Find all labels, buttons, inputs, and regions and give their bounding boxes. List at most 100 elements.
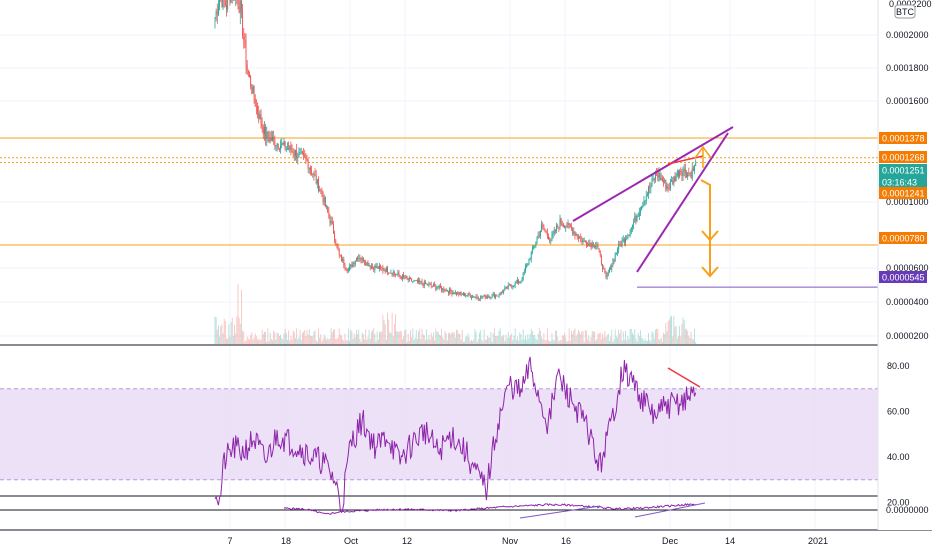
candle[interactable] <box>405 275 406 279</box>
candle[interactable] <box>270 132 271 144</box>
candle[interactable] <box>461 291 462 296</box>
candle[interactable] <box>361 257 362 263</box>
candle[interactable] <box>499 293 500 298</box>
candle[interactable] <box>335 239 336 246</box>
candle[interactable] <box>253 84 254 93</box>
candle[interactable] <box>546 230 547 233</box>
candle[interactable] <box>397 270 398 277</box>
candle[interactable] <box>614 259 615 265</box>
candle[interactable] <box>538 231 539 238</box>
candle[interactable] <box>301 148 302 154</box>
candle[interactable] <box>408 278 409 283</box>
candle[interactable] <box>273 131 274 145</box>
candle[interactable] <box>519 281 520 283</box>
candle[interactable] <box>227 0 228 13</box>
candle[interactable] <box>218 0 219 16</box>
candle[interactable] <box>602 264 603 272</box>
price-tag[interactable]: 0.0000780 <box>879 232 927 244</box>
candle[interactable] <box>480 295 481 301</box>
candle[interactable] <box>517 277 518 284</box>
candle[interactable] <box>576 232 577 236</box>
candle[interactable] <box>343 257 344 269</box>
candle[interactable] <box>520 281 521 284</box>
candle[interactable] <box>288 142 289 151</box>
candle[interactable] <box>561 218 562 227</box>
candle[interactable] <box>407 276 408 280</box>
candle[interactable] <box>601 254 602 265</box>
candle[interactable] <box>404 275 405 279</box>
candle[interactable] <box>596 242 597 250</box>
candle[interactable] <box>472 295 473 298</box>
candle[interactable] <box>473 296 474 298</box>
candle[interactable] <box>450 287 451 294</box>
candle[interactable] <box>257 102 258 118</box>
candle[interactable] <box>685 164 686 179</box>
candle[interactable] <box>269 130 270 143</box>
candle[interactable] <box>256 99 257 114</box>
candle[interactable] <box>686 170 687 178</box>
candle[interactable] <box>354 261 355 267</box>
candle[interactable] <box>328 207 329 219</box>
candle[interactable] <box>646 191 647 205</box>
candle[interactable] <box>573 227 574 236</box>
candle[interactable] <box>258 106 259 124</box>
candle[interactable] <box>320 188 321 194</box>
candle[interactable] <box>226 0 227 17</box>
candle[interactable] <box>466 295 467 296</box>
candle[interactable] <box>599 248 600 253</box>
candle[interactable] <box>534 245 535 248</box>
candle[interactable] <box>401 276 402 280</box>
candle[interactable] <box>554 227 555 236</box>
candle[interactable] <box>244 33 245 48</box>
candle[interactable] <box>483 296 484 299</box>
candle[interactable] <box>305 153 306 164</box>
candle[interactable] <box>511 284 512 289</box>
candle[interactable] <box>432 286 433 288</box>
price-tag[interactable]: 0.0001241 <box>879 187 927 199</box>
candle[interactable] <box>334 231 335 244</box>
candle[interactable] <box>661 173 662 181</box>
candle[interactable] <box>644 196 645 206</box>
candle[interactable] <box>633 218 634 229</box>
candle[interactable] <box>387 266 388 276</box>
candle[interactable] <box>309 167 310 173</box>
candle[interactable] <box>532 245 533 254</box>
candle[interactable] <box>507 286 508 289</box>
candle[interactable] <box>506 287 507 289</box>
candle[interactable] <box>455 290 456 294</box>
candle[interactable] <box>604 268 605 274</box>
candle[interactable] <box>434 282 435 287</box>
candle[interactable] <box>664 178 665 183</box>
candle[interactable] <box>376 263 377 268</box>
candle[interactable] <box>303 148 304 160</box>
candle[interactable] <box>591 242 592 250</box>
candle[interactable] <box>608 270 609 277</box>
candle[interactable] <box>451 290 452 297</box>
candle[interactable] <box>540 230 541 239</box>
candle[interactable] <box>386 266 387 272</box>
candle[interactable] <box>322 188 323 197</box>
candle[interactable] <box>259 110 260 119</box>
candle[interactable] <box>371 263 372 269</box>
price-tag[interactable]: 0.0001268 <box>879 151 927 163</box>
candle[interactable] <box>447 290 448 292</box>
candle[interactable] <box>294 149 295 161</box>
candle[interactable] <box>572 227 573 236</box>
candle[interactable] <box>650 182 651 193</box>
candle[interactable] <box>296 144 297 163</box>
candle[interactable] <box>263 124 264 139</box>
candle[interactable] <box>369 263 370 267</box>
candle[interactable] <box>645 200 646 206</box>
candle[interactable] <box>345 263 346 271</box>
candle[interactable] <box>394 271 395 277</box>
candle[interactable] <box>518 279 519 285</box>
candle[interactable] <box>626 235 627 240</box>
candle[interactable] <box>548 233 549 239</box>
candle[interactable] <box>348 267 349 272</box>
candle[interactable] <box>539 231 540 238</box>
candle[interactable] <box>282 142 283 145</box>
candle[interactable] <box>417 278 418 283</box>
candle[interactable] <box>374 264 375 273</box>
candle[interactable] <box>550 238 551 244</box>
